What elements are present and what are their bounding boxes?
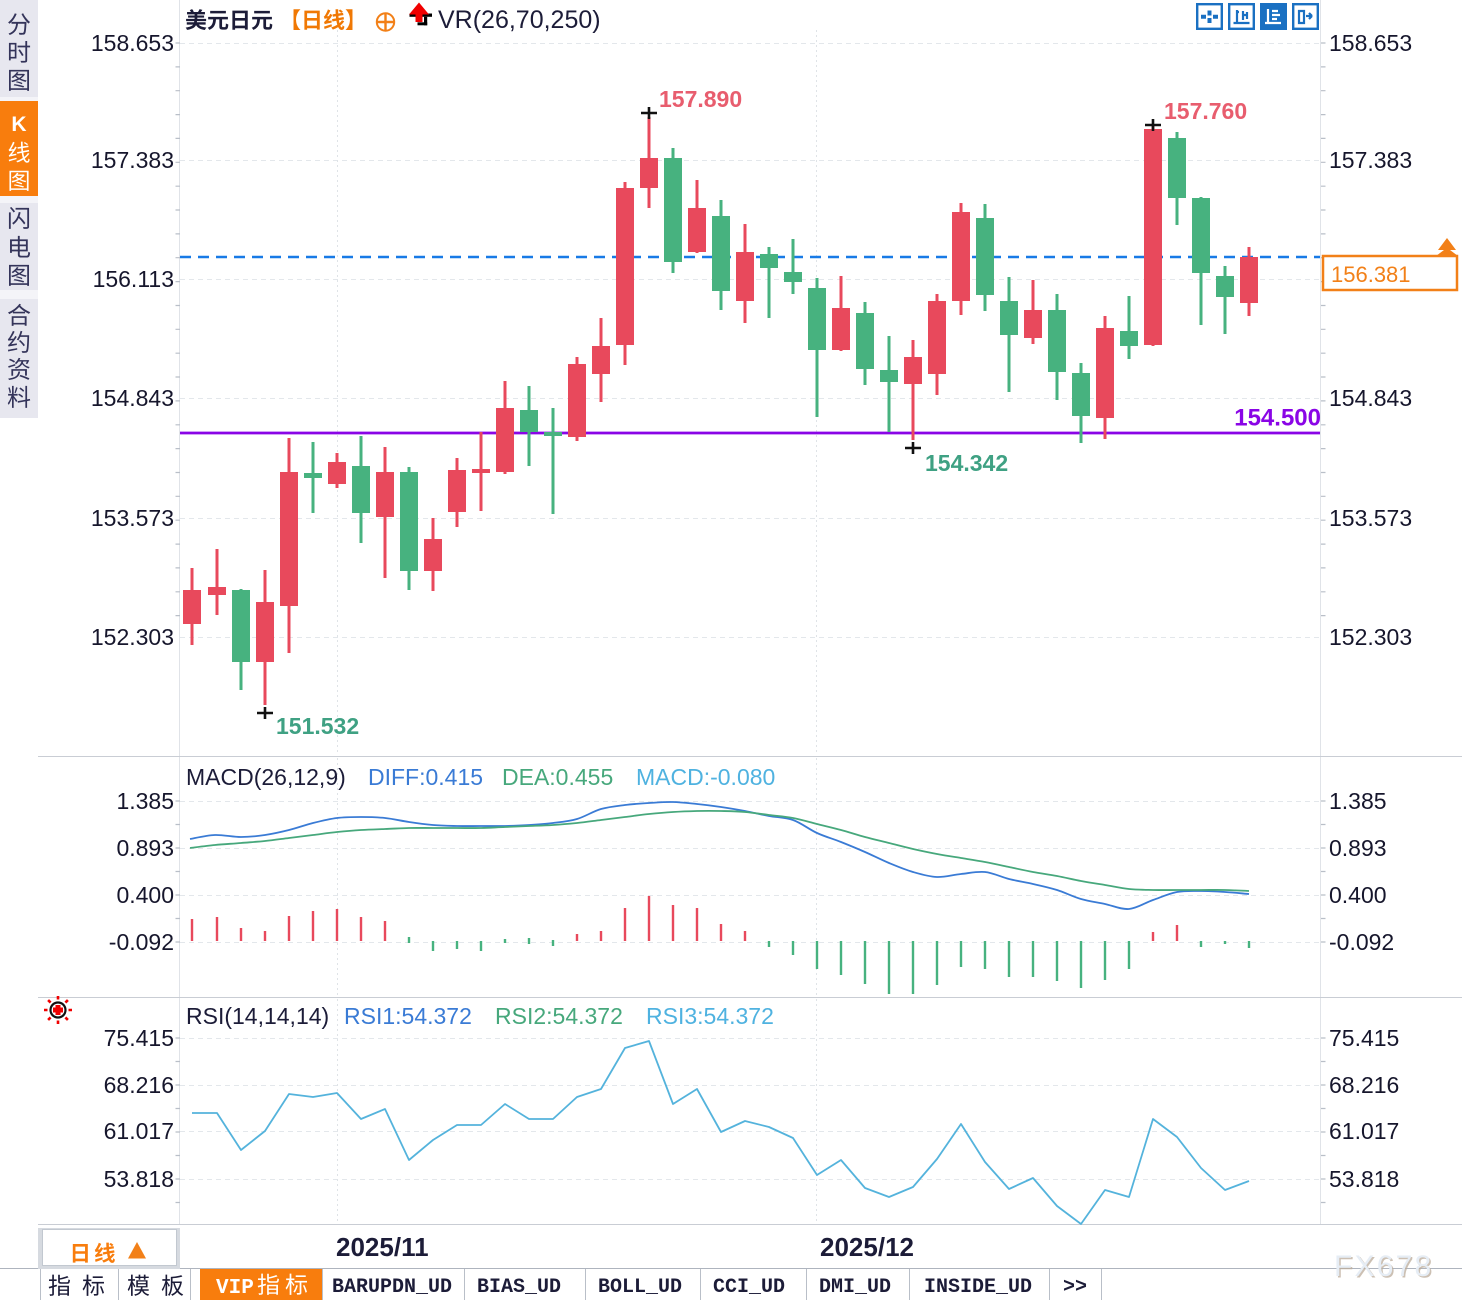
svg-text:0.400: 0.400 bbox=[116, 882, 174, 908]
svg-text:VIP: VIP bbox=[216, 1277, 254, 1300]
svg-text:157.383: 157.383 bbox=[1329, 147, 1412, 173]
svg-text:-0.092: -0.092 bbox=[109, 929, 174, 955]
svg-text:RSI2:54.372: RSI2:54.372 bbox=[495, 1003, 623, 1029]
svg-text:RSI(14,14,14): RSI(14,14,14) bbox=[186, 1003, 329, 1029]
svg-text:157.890: 157.890 bbox=[659, 86, 742, 112]
svg-text:BOLL_UD: BOLL_UD bbox=[598, 1276, 682, 1299]
svg-text:156.381: 156.381 bbox=[1331, 262, 1411, 287]
svg-text:FX678: FX678 bbox=[1334, 1250, 1433, 1283]
svg-text:61.017: 61.017 bbox=[104, 1118, 174, 1144]
svg-text:154.342: 154.342 bbox=[925, 450, 1008, 476]
svg-text:DMI_UD: DMI_UD bbox=[819, 1276, 891, 1299]
svg-text:75.415: 75.415 bbox=[104, 1025, 174, 1051]
svg-text:0.893: 0.893 bbox=[1329, 835, 1387, 861]
svg-text:68.216: 68.216 bbox=[104, 1072, 174, 1098]
svg-text:1.385: 1.385 bbox=[116, 788, 174, 814]
svg-text:MACD(26,12,9): MACD(26,12,9) bbox=[186, 764, 346, 790]
svg-text:154.843: 154.843 bbox=[1329, 385, 1412, 411]
svg-text:151.532: 151.532 bbox=[276, 713, 359, 739]
svg-text:RSI1:54.372: RSI1:54.372 bbox=[344, 1003, 472, 1029]
svg-text:2025/12: 2025/12 bbox=[820, 1232, 914, 1262]
svg-text:153.573: 153.573 bbox=[1329, 505, 1412, 531]
svg-text:FX678: FX678 bbox=[1336, 1252, 1435, 1285]
svg-text:68.216: 68.216 bbox=[1329, 1072, 1399, 1098]
svg-text:53.818: 53.818 bbox=[104, 1166, 174, 1192]
svg-text:>>: >> bbox=[1063, 1276, 1087, 1299]
svg-text:152.303: 152.303 bbox=[91, 624, 174, 650]
svg-text:K: K bbox=[11, 113, 26, 136]
svg-text:157.383: 157.383 bbox=[91, 147, 174, 173]
svg-text:156.113: 156.113 bbox=[93, 266, 174, 292]
svg-text:0.400: 0.400 bbox=[1329, 882, 1387, 908]
svg-text:157.760: 157.760 bbox=[1164, 98, 1247, 124]
svg-text:DIFF:0.415: DIFF:0.415 bbox=[368, 764, 483, 790]
svg-text:VR(26,70,250): VR(26,70,250) bbox=[438, 6, 601, 34]
svg-text:75.415: 75.415 bbox=[1329, 1025, 1399, 1051]
svg-text:153.573: 153.573 bbox=[91, 505, 174, 531]
svg-text:158.653: 158.653 bbox=[91, 30, 174, 56]
svg-text:53.818: 53.818 bbox=[1329, 1166, 1399, 1192]
svg-text:-0.092: -0.092 bbox=[1329, 929, 1394, 955]
svg-text:154.500: 154.500 bbox=[1234, 405, 1321, 432]
svg-text:BIAS_UD: BIAS_UD bbox=[477, 1276, 561, 1299]
svg-text:INSIDE_UD: INSIDE_UD bbox=[924, 1276, 1032, 1299]
svg-text:158.653: 158.653 bbox=[1329, 30, 1412, 56]
svg-text:152.303: 152.303 bbox=[1329, 624, 1412, 650]
svg-text:BARUPDN_UD: BARUPDN_UD bbox=[332, 1276, 452, 1299]
svg-text:DEA:0.455: DEA:0.455 bbox=[502, 764, 613, 790]
svg-text:MACD:-0.080: MACD:-0.080 bbox=[636, 764, 775, 790]
svg-text:0.893: 0.893 bbox=[116, 835, 174, 861]
svg-text:2025/11: 2025/11 bbox=[336, 1232, 429, 1262]
svg-text:CCI_UD: CCI_UD bbox=[713, 1276, 785, 1299]
svg-text:61.017: 61.017 bbox=[1329, 1118, 1399, 1144]
svg-text:154.843: 154.843 bbox=[91, 385, 174, 411]
svg-text:1.385: 1.385 bbox=[1329, 788, 1387, 814]
svg-text:RSI3:54.372: RSI3:54.372 bbox=[646, 1003, 774, 1029]
